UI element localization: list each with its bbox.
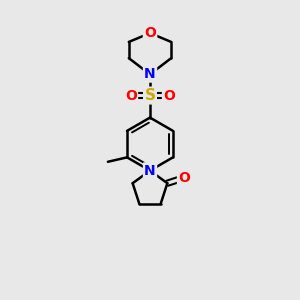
Text: O: O: [178, 171, 190, 185]
Text: O: O: [125, 88, 137, 103]
Text: N: N: [144, 164, 156, 178]
Text: N: N: [144, 67, 156, 81]
Text: O: O: [163, 88, 175, 103]
Text: S: S: [145, 88, 155, 103]
Text: O: O: [144, 26, 156, 40]
